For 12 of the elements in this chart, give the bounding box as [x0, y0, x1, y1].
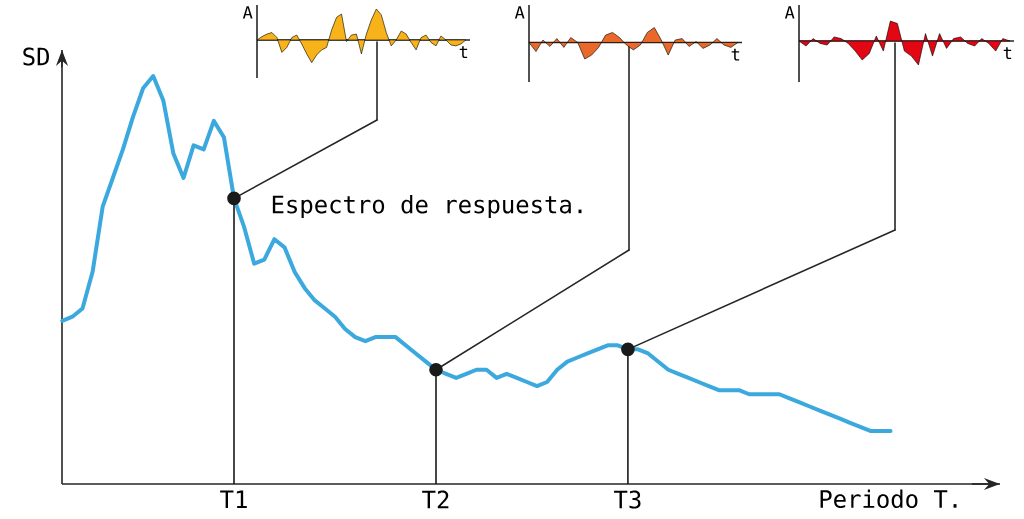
series-label: Espectro de respuesta. — [272, 195, 582, 219]
x-axis-title: t — [731, 48, 740, 61]
y-axis-title: A — [784, 6, 795, 19]
y-axis-title: A — [242, 6, 253, 19]
x-tick-label: T3 — [614, 490, 641, 509]
x-axis-title: Periodo T. — [820, 489, 957, 509]
y-axis-title: SD — [23, 47, 49, 66]
x-axis-title: t — [1003, 47, 1012, 60]
x-axis-title: t — [459, 46, 468, 59]
y-axis-title: A — [514, 6, 525, 19]
x-tick-label: T1 — [220, 490, 247, 508]
x-tick-label: T2 — [422, 490, 449, 509]
